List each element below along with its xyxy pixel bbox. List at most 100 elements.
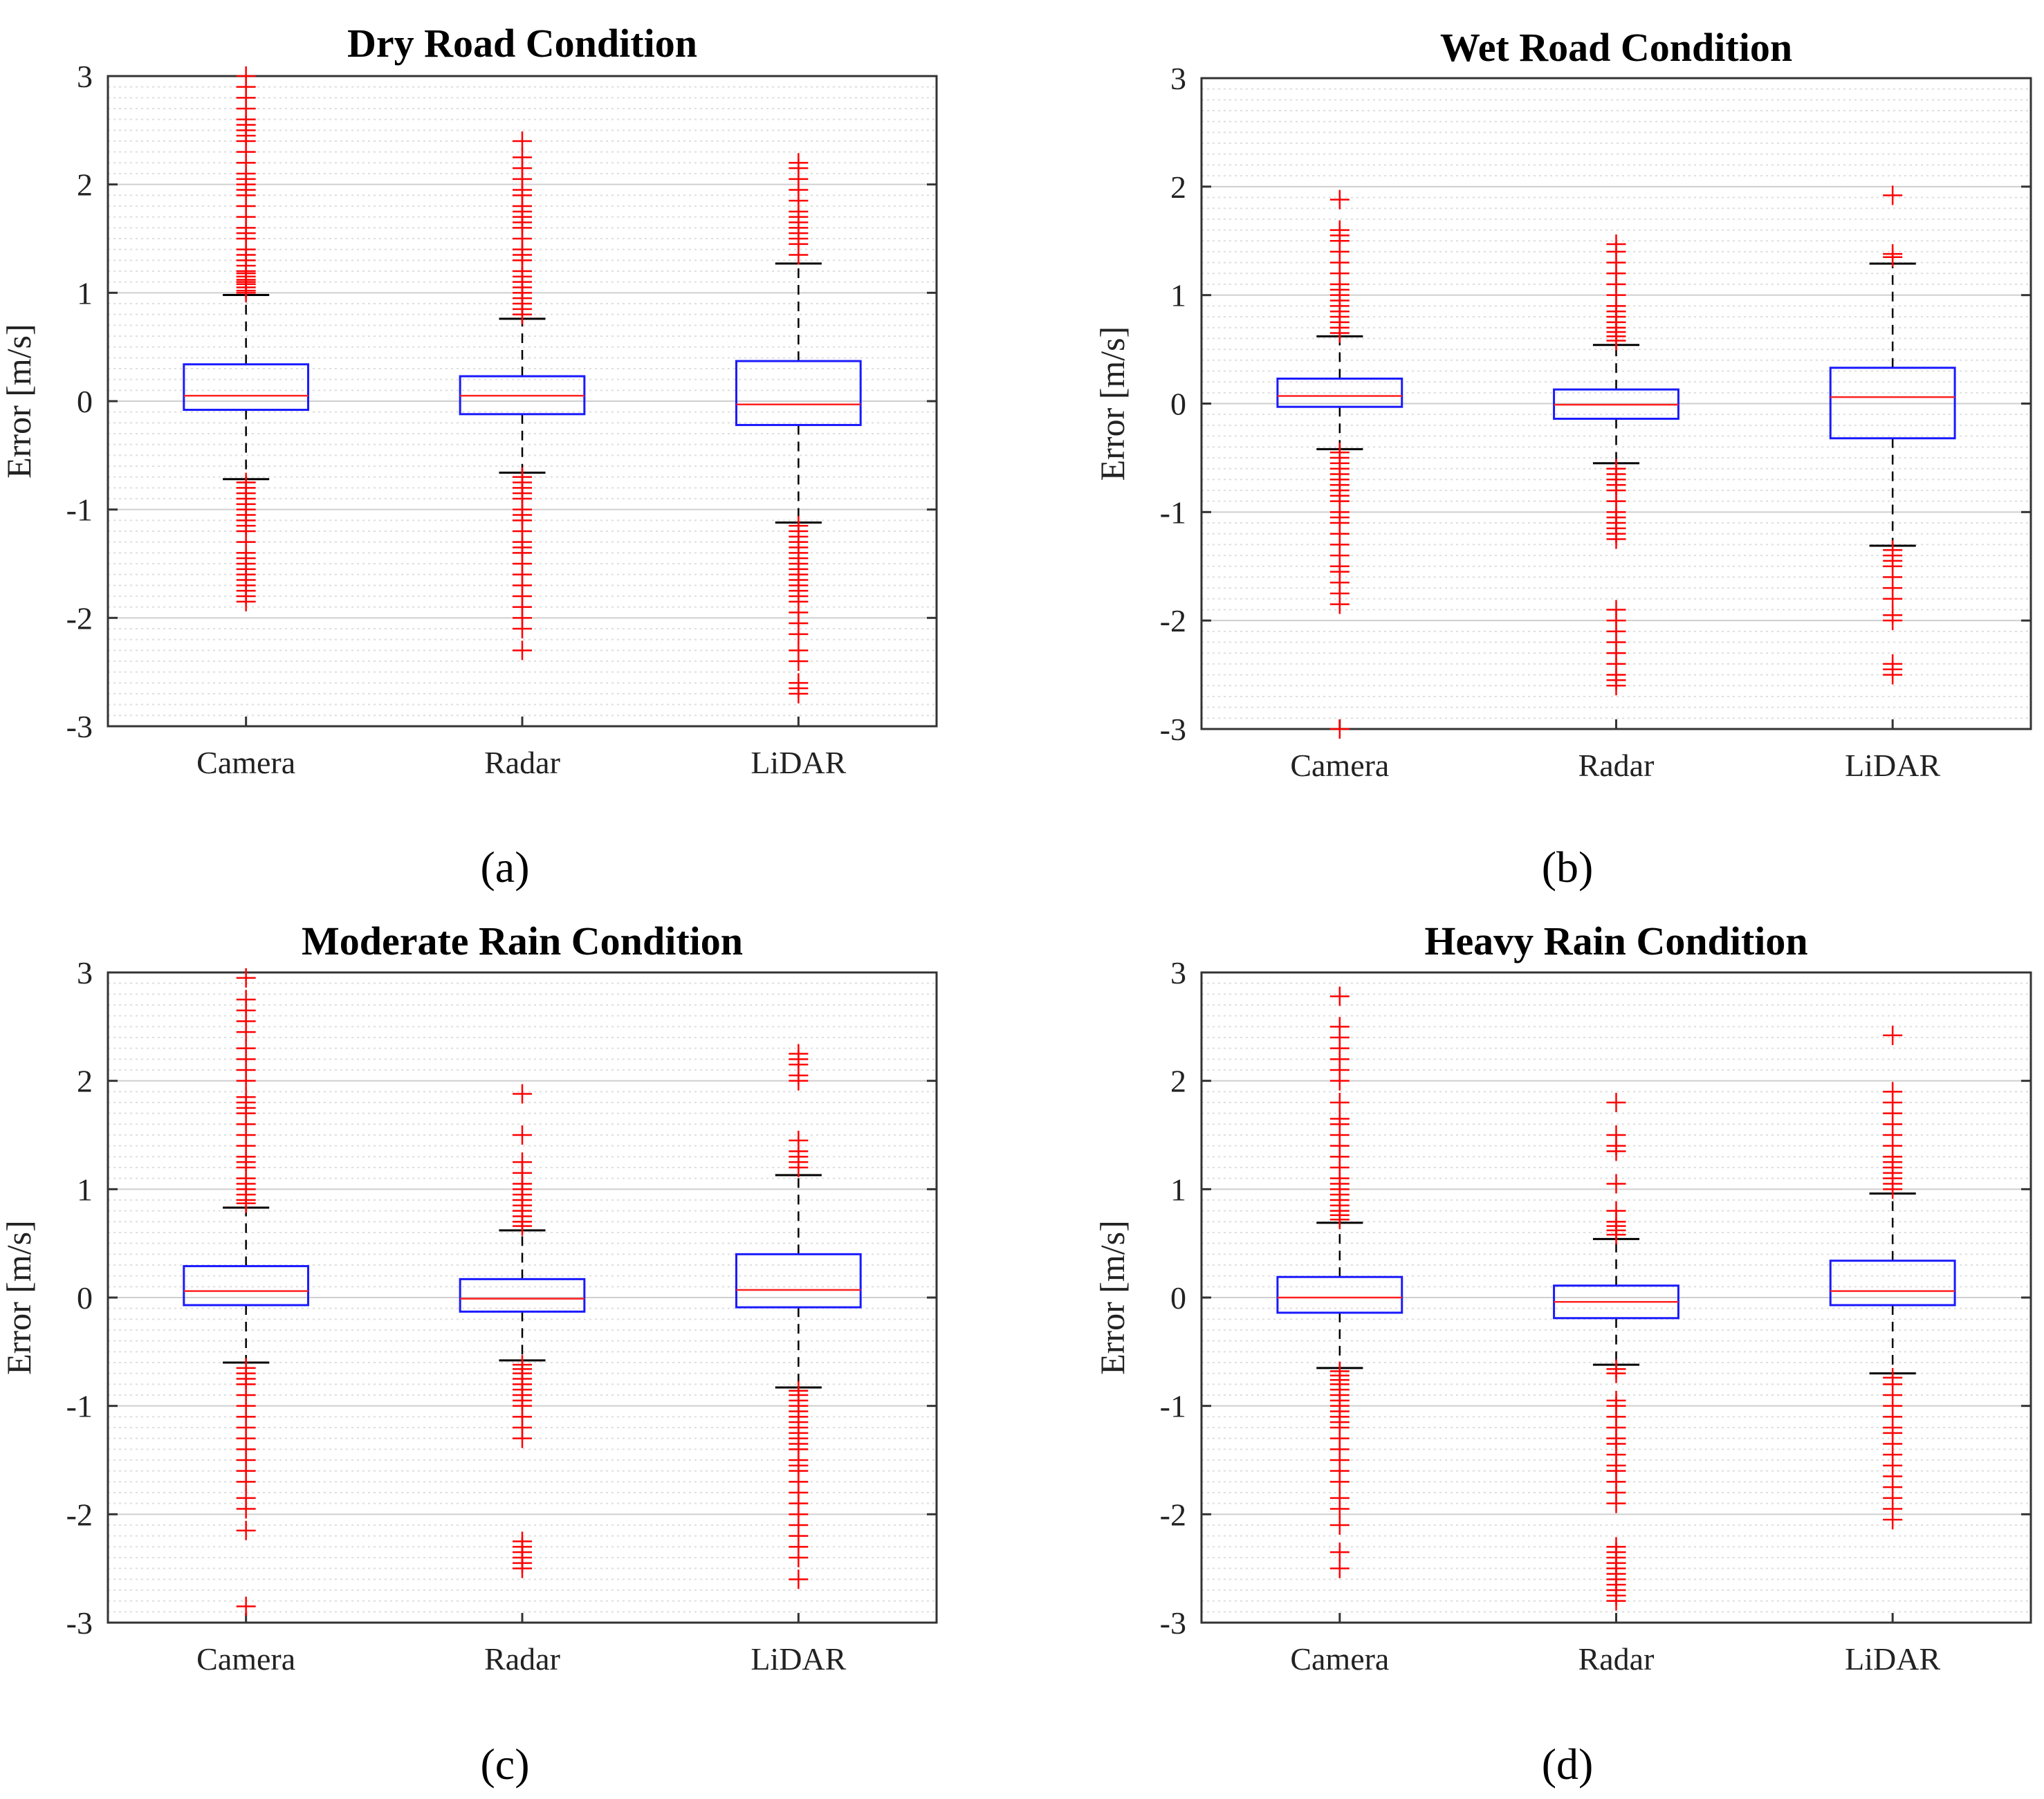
box-radar (1553, 234, 1679, 696)
y-tick-label: 2 (1170, 169, 1186, 205)
x-tick-label: LiDAR (751, 745, 846, 780)
chart-title: Moderate Rain Condition (302, 919, 743, 963)
iqr-box (1829, 367, 1956, 440)
outlier-marker (1606, 1493, 1626, 1513)
outlier-marker (789, 1044, 809, 1064)
iqr-box (1829, 1260, 1956, 1307)
x-tick-label: Radar (484, 1641, 560, 1677)
x-tick-label: LiDAR (751, 1641, 846, 1677)
x-tick-label: Radar (1578, 748, 1655, 783)
outlier-marker (236, 1038, 256, 1058)
y-tick-label: 0 (77, 384, 93, 419)
outlier-marker (513, 1428, 532, 1448)
chart-title: Heavy Rain Condition (1424, 919, 1807, 963)
outlier-marker (513, 1084, 532, 1104)
iqr-box (1276, 377, 1403, 408)
outlier-marker (789, 1569, 809, 1589)
y-axis-label: Error [m/s] (1093, 1220, 1132, 1375)
y-tick-label: -2 (66, 600, 93, 636)
iqr-box (183, 363, 310, 412)
x-tick-label: Camera (196, 1641, 295, 1677)
y-tick-label: -3 (66, 1605, 93, 1641)
outlier-marker (1883, 1510, 1903, 1530)
outlier-marker (1606, 1591, 1626, 1611)
chart-panel-1: 3 2 1 0 -1 -2 -3 Camera Radar LiDAR Dry Road Condi… (0, 21, 938, 892)
outlier-marker (1883, 589, 1903, 609)
iqr-box (1276, 1275, 1403, 1314)
outlier-marker (236, 1499, 256, 1519)
outlier-marker (513, 147, 532, 167)
y-tick-label: 3 (77, 59, 93, 94)
outlier-marker (513, 1125, 532, 1145)
outlier-marker (513, 131, 532, 151)
iqr-box (735, 360, 862, 426)
box-lidar (1829, 1025, 1956, 1530)
iqr-box (183, 1265, 310, 1307)
y-tick-label: 0 (1170, 387, 1186, 422)
chart-panel-4: 3 2 1 0 -1 -2 -3 Camera Radar LiDAR Heavy Rain Con… (1093, 919, 2032, 1789)
outlier-marker (1329, 190, 1350, 210)
x-tick-label: LiDAR (1845, 1641, 1940, 1677)
outlier-marker (1606, 529, 1626, 549)
outlier-marker (1329, 1558, 1350, 1578)
outlier-marker (1329, 1109, 1350, 1129)
x-tick-label: Radar (1578, 1641, 1655, 1677)
y-tick-label: 3 (77, 955, 93, 990)
outlier-marker (1883, 185, 1903, 205)
y-tick-label: 1 (1170, 1172, 1186, 1207)
outlier-marker (513, 1152, 532, 1172)
outlier-marker (1329, 594, 1350, 614)
y-tick-label: 0 (77, 1280, 93, 1316)
outlier-marker (789, 652, 809, 671)
iqr-box (735, 1253, 862, 1309)
chart-title: Wet Road Condition (1440, 25, 1792, 70)
outlier-marker (1883, 1082, 1903, 1102)
y-axis-label: Error [m/s] (1093, 326, 1132, 481)
y-axis-label: Error [m/s] (0, 1220, 38, 1375)
outlier-marker (1329, 1472, 1350, 1492)
iqr-box (459, 1277, 586, 1313)
outlier-marker (236, 1087, 256, 1107)
outlier-marker (1329, 1542, 1350, 1562)
y-tick-label: -1 (1160, 495, 1186, 530)
box-camera (183, 66, 310, 611)
y-tick-label: -3 (66, 709, 93, 744)
outlier-marker (236, 968, 256, 988)
x-tick-label: Camera (1290, 1641, 1389, 1677)
outlier-marker (789, 624, 809, 644)
y-tick-label: -2 (66, 1497, 93, 1532)
panel-caption: (b) (1542, 842, 1594, 892)
panel-caption: (c) (480, 1740, 529, 1789)
x-tick-label: LiDAR (1845, 748, 1940, 783)
y-tick-label: 1 (1170, 278, 1186, 313)
outlier-marker (513, 619, 532, 638)
chart-panel-2: 3 2 1 0 -1 -2 -3 Camera Radar LiDAR Wet Road Condi… (1093, 25, 2032, 892)
box-radar (1553, 1093, 1679, 1611)
outlier-marker (1883, 611, 1903, 631)
outlier-marker (513, 640, 532, 661)
box-radar (459, 131, 586, 661)
outlier-marker (236, 1596, 256, 1616)
outlier-marker (1329, 1515, 1350, 1535)
box-lidar (735, 1044, 862, 1589)
x-tick-label: Camera (1290, 748, 1389, 783)
box-lidar (735, 153, 862, 703)
y-axis-label: Error [m/s] (0, 324, 38, 479)
y-tick-label: -1 (66, 1389, 93, 1424)
box-radar (459, 1084, 586, 1578)
outlier-marker (1883, 665, 1903, 685)
panel-caption: (a) (480, 842, 529, 892)
panel-caption: (d) (1542, 1740, 1594, 1789)
outlier-marker (789, 1548, 809, 1567)
outlier-marker (236, 990, 256, 1010)
outlier-marker (1329, 986, 1350, 1006)
box-lidar (1829, 185, 1956, 685)
y-tick-label: 2 (77, 167, 93, 203)
box-camera (1276, 190, 1403, 739)
outlier-marker (1606, 1125, 1626, 1145)
outlier-marker (789, 684, 809, 703)
outlier-marker (1606, 234, 1626, 254)
y-tick-label: -2 (1160, 603, 1186, 638)
outlier-marker (236, 1472, 256, 1492)
outlier-marker (513, 1558, 532, 1578)
